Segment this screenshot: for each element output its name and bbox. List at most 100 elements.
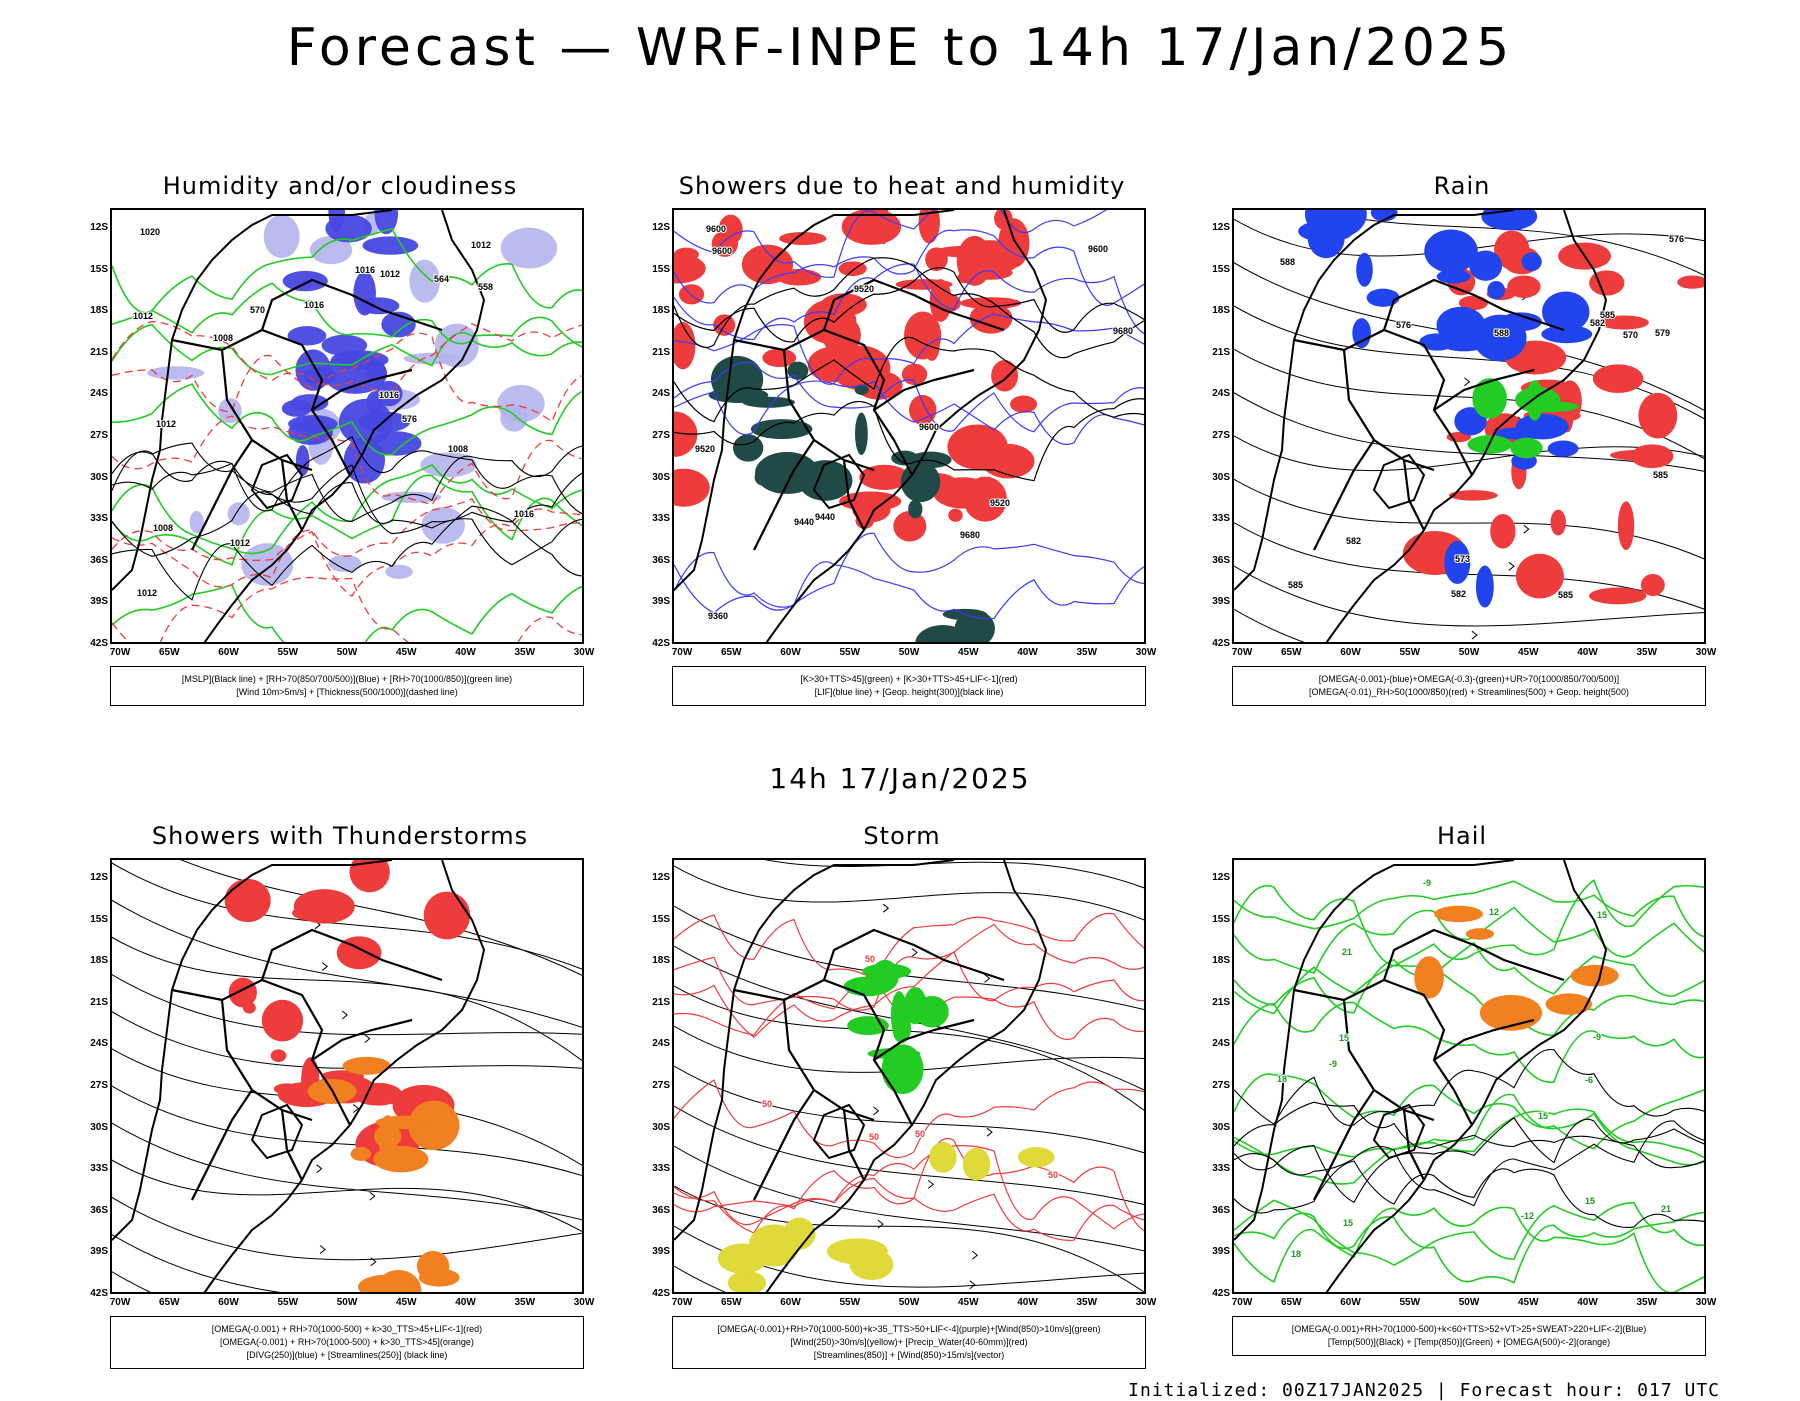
streamline-arrow: [911, 948, 918, 957]
legend-line: [DIVG(250)](blue) + [Streamlines(250)] (…: [246, 1350, 448, 1360]
streamline: [1234, 608, 1305, 642]
contour-line: [674, 1177, 1144, 1241]
lon-tick-label: 55W: [277, 1297, 299, 1308]
country-border: [280, 1109, 303, 1181]
lat-tick-label: 27S: [1212, 430, 1230, 441]
streamline: [674, 865, 1144, 921]
uruguay-outline: [812, 1103, 866, 1160]
field-blob: [1550, 509, 1566, 536]
panel-thunderstorms: Showers with Thunderstorms 12S 15S 18S 21S 24…: [60, 822, 620, 1382]
contour-label: 1012: [471, 240, 491, 250]
contour-line: [1234, 1160, 1704, 1228]
contour-line: [1234, 1117, 1704, 1204]
streamline-arrow: [369, 1191, 376, 1201]
map-svg: 5855855855825825825795765735705855885885…: [1234, 210, 1704, 642]
panel-legend: [K>30+TTS>45](green) + [K>30+TTS>45+LIF<…: [672, 666, 1146, 706]
panel-title: Storm: [863, 822, 941, 850]
lon-tick-label: 60W: [218, 1297, 239, 1308]
field-blob: [991, 360, 1019, 392]
field-blob: [1434, 905, 1483, 923]
lon-tick-label: 65W: [1280, 1297, 1302, 1308]
streamline-arrow: [353, 1104, 360, 1113]
field-blob: [270, 1049, 287, 1062]
lat-tick-label: 21S: [1212, 996, 1230, 1008]
lat-tick-label: 15S: [1212, 263, 1230, 275]
lat-tick-label: 12S: [652, 222, 670, 233]
panel-legend: [OMEGA(-0.001)+RH>70(1000-500)+k>35_TTS>…: [672, 1316, 1146, 1369]
contour-label: 588: [1494, 328, 1509, 338]
page-title: Forecast — WRF-INPE to 14h 17/Jan/2025: [286, 18, 1514, 78]
contour-label: 18: [1291, 1249, 1301, 1259]
field-blob: [708, 387, 769, 403]
lat-tick-label: 36S: [90, 554, 108, 566]
lon-tick-label: 70W: [671, 647, 693, 658]
lat-tick-label: 15S: [652, 263, 670, 275]
field-blob: [727, 1270, 766, 1292]
contour-label: 18: [1277, 1074, 1287, 1084]
lon-tick-label: 45W: [1517, 647, 1539, 658]
streamline-arrow: [984, 974, 991, 983]
country-border: [873, 368, 975, 411]
contour-line: [1234, 1101, 1704, 1169]
field-blob: [1472, 314, 1527, 361]
lat-tick-label: 36S: [90, 1204, 108, 1216]
contour-label: 570: [250, 305, 265, 315]
lat-tick-label: 21S: [652, 346, 670, 358]
contour-line: [112, 482, 582, 566]
panel-title: Humidity and/or cloudiness: [162, 172, 518, 200]
field-blob: [366, 361, 386, 381]
lon-tick-label: 55W: [839, 1297, 861, 1308]
field-blob: [374, 1124, 402, 1149]
lat-tick-label: 24S: [1212, 388, 1230, 400]
streamline: [674, 1145, 1144, 1252]
contour-label: -12: [1521, 1211, 1534, 1221]
lon-tick-label: 60W: [780, 1297, 801, 1308]
field-blob: [936, 246, 984, 258]
field-blob: [998, 218, 1030, 268]
field-blob: [820, 293, 867, 317]
field-blob: [754, 468, 772, 486]
uruguay-outline: [812, 453, 866, 510]
lat-tick-label: 42S: [1212, 1288, 1230, 1299]
lat-tick-label: 27S: [90, 430, 108, 441]
legend-line: [Temp(500)](Black) + [Temp(850)](Green) …: [1327, 1337, 1611, 1347]
lat-tick-label: 12S: [1212, 222, 1230, 233]
legend-line: [Streamlines(850)] + [Wind(850)>15m/s](v…: [813, 1350, 1005, 1360]
lat-tick-label: 15S: [90, 913, 108, 925]
field-blob: [349, 860, 390, 893]
field-blob: [798, 460, 853, 501]
field-blob: [1469, 250, 1503, 281]
uruguay-outline: [250, 1103, 304, 1160]
panel-title: Rain: [1433, 172, 1491, 200]
lon-tick-label: 50W: [1458, 647, 1480, 658]
streamline-arrow: [882, 903, 890, 913]
streamline: [112, 1159, 582, 1233]
contour-label: 1016: [304, 300, 324, 310]
lon-tick-label: 35W: [1076, 647, 1098, 658]
country-border: [1433, 1018, 1535, 1061]
streamline: [112, 1085, 582, 1177]
contour-label: 15: [1538, 1111, 1548, 1121]
contour-line: [112, 415, 582, 506]
contour-label: 1008: [448, 444, 468, 454]
legend-line: [OMEGA(-0.001)-(blue)+OMEGA(-0.3)-(green…: [1318, 674, 1620, 684]
field-blob: [1444, 540, 1471, 585]
contour-label: 9680: [1113, 326, 1133, 336]
lat-tick-label: 36S: [652, 1204, 670, 1216]
field-blob: [242, 1001, 256, 1014]
field-blob: [263, 214, 300, 259]
lat-tick-label: 24S: [1212, 1038, 1230, 1050]
contour-label: 9680: [960, 530, 980, 540]
lon-tick-label: 55W: [1399, 647, 1421, 658]
field-blob: [1542, 291, 1590, 333]
country-border: [1342, 999, 1435, 1122]
streamline: [112, 1010, 582, 1069]
field-blob: [385, 564, 413, 579]
streamline: [112, 1122, 582, 1221]
contour-label: 50: [869, 1132, 879, 1142]
lon-tick-label: 30W: [1695, 647, 1717, 658]
contour-line: [112, 383, 582, 456]
lat-tick-label: 15S: [90, 263, 108, 275]
lat-tick-label: 21S: [652, 996, 670, 1008]
country-border: [842, 1109, 865, 1181]
